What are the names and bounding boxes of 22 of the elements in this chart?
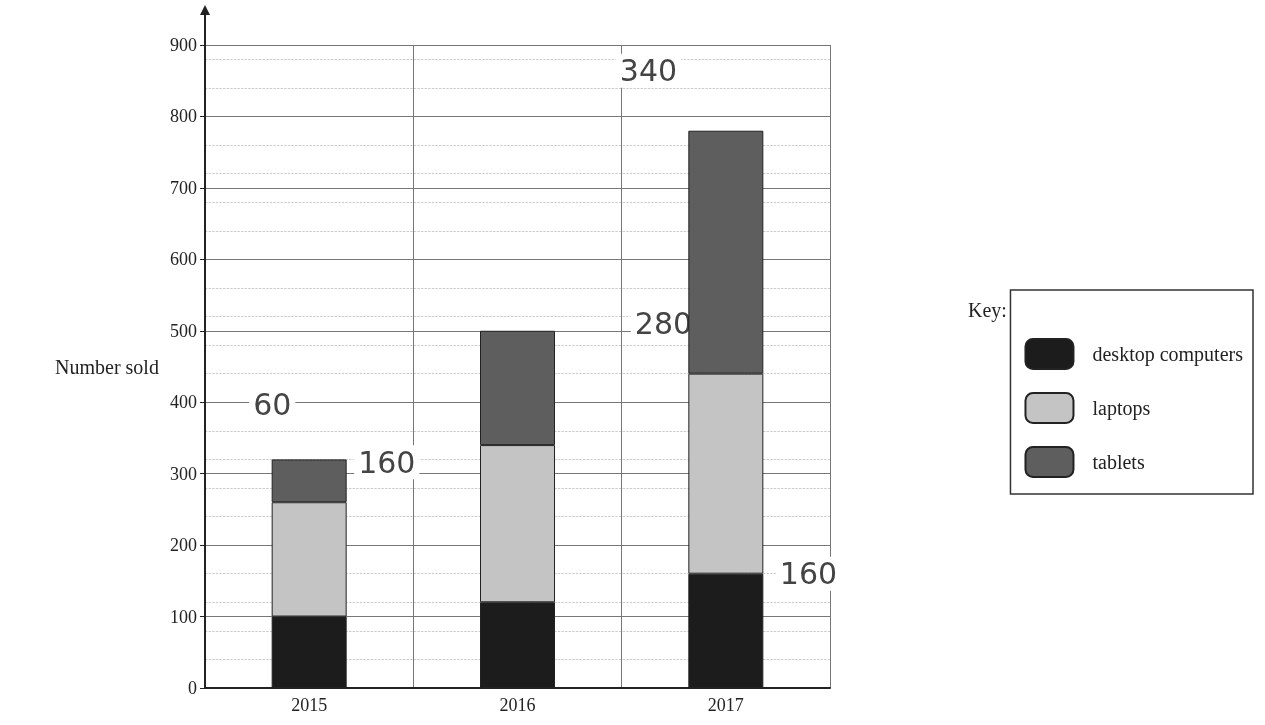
annotation: 60	[253, 386, 292, 422]
y-tick-label: 0	[188, 678, 197, 698]
x-tick-label: 2016	[499, 695, 536, 715]
x-tick-label: 2017	[707, 695, 744, 715]
y-tick-label: 400	[170, 392, 197, 413]
y-tick-label: 800	[170, 106, 197, 127]
legend-label: desktop computers	[1092, 343, 1244, 366]
y-tick-label: 200	[170, 535, 197, 556]
legend-label: laptops	[1092, 397, 1151, 420]
y-tick-label: 300	[170, 463, 197, 484]
y-tick-label: 500	[170, 320, 197, 341]
legend-label: tablets	[1092, 451, 1145, 473]
y-tick-label: 900	[170, 35, 197, 55]
legend-title: Key:	[968, 299, 1007, 322]
annotation: 160	[779, 556, 838, 592]
y-tick-label: 700	[170, 177, 197, 198]
y-tick-label: 600	[170, 249, 197, 270]
y-axis-title: Number sold	[55, 355, 159, 378]
annotation: 160	[358, 444, 416, 480]
x-tick-label: 2015	[291, 695, 328, 715]
y-tick-label: 100	[170, 606, 197, 627]
annotation: 340	[619, 53, 678, 89]
